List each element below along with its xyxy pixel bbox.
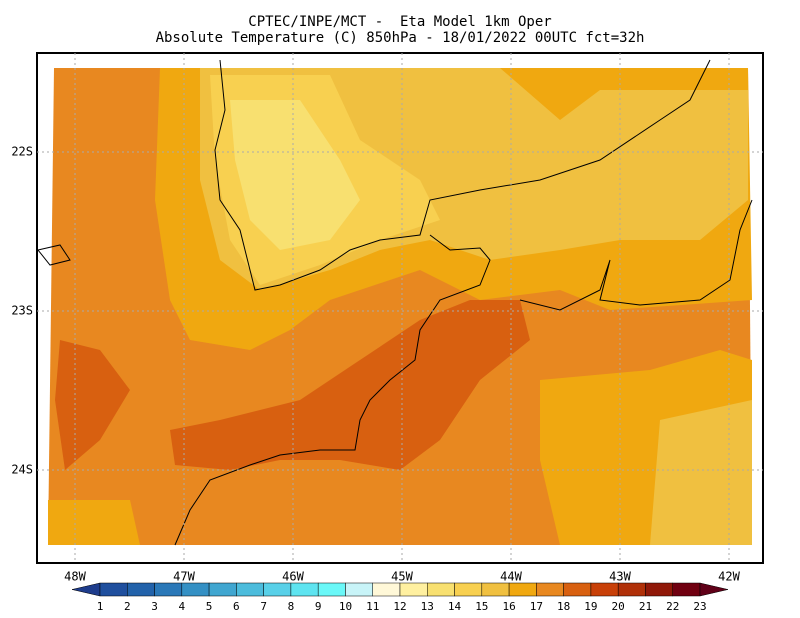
colorbar-label: 21 <box>639 600 652 613</box>
colorbar-label: 12 <box>393 600 406 613</box>
lat-label: 22S <box>11 145 33 159</box>
colorbar-label: 22 <box>666 600 679 613</box>
colorbar-label: 6 <box>233 600 240 613</box>
colorbar-box <box>99 582 128 597</box>
coastline <box>37 59 753 546</box>
colorbar-label: 13 <box>421 600 434 613</box>
colorbar-box <box>317 582 346 597</box>
colorbar-box <box>481 582 510 597</box>
colorbar-box <box>345 582 373 597</box>
colorbar: 1 2 3 4 5 6 7 8 9 10 11 12 13 14 15 16 17 18 19 20 21 22 23 <box>71 582 729 613</box>
colorbar-box <box>590 582 619 597</box>
colorbar-box <box>645 582 673 597</box>
colorbar-label: 1 <box>97 600 104 613</box>
graticule: 22S 23S 24S 48W 47W 46W 45W 44W 43W 42W <box>11 53 763 584</box>
colorbar-label: 20 <box>612 600 625 613</box>
colorbar-box <box>536 582 564 597</box>
colorbar-box <box>263 582 292 597</box>
colorbar-arrow <box>699 582 729 597</box>
colorbar-label: 11 <box>366 600 379 613</box>
lon-label: 45W <box>391 570 413 584</box>
title-line: CPTEC/INPE/MCT - Eta Model 1km Oper <box>248 14 551 30</box>
lon-label: 42W <box>718 570 740 584</box>
colorbar-box <box>290 582 319 597</box>
lon-label: 43W <box>609 570 631 584</box>
colorbar-label: 19 <box>584 600 597 613</box>
colorbar-box <box>563 582 592 597</box>
colorbar-box <box>127 582 155 597</box>
colorbar-box <box>508 582 537 597</box>
colorbar-box <box>208 582 237 597</box>
colorbar-label: 2 <box>124 600 131 613</box>
colorbar-box <box>181 582 210 597</box>
colorbar-label: 18 <box>557 600 570 613</box>
colorbar-arrow <box>71 582 101 597</box>
colorbar-label: 17 <box>530 600 543 613</box>
temperature-field <box>48 68 752 545</box>
colorbar-label: 9 <box>315 600 322 613</box>
colorbar-label: 23 <box>693 600 706 613</box>
colorbar-label: 15 <box>475 600 488 613</box>
colorbar-box <box>427 582 455 597</box>
colorbar-box <box>236 582 264 597</box>
colorbar-box <box>672 582 701 597</box>
colorbar-label: 7 <box>260 600 267 613</box>
lon-label: 46W <box>282 570 304 584</box>
lat-label: 23S <box>11 304 33 318</box>
colorbar-label: 16 <box>502 600 515 613</box>
colorbar-label: 10 <box>339 600 352 613</box>
lat-label: 24S <box>11 463 33 477</box>
colorbar-box <box>399 582 428 597</box>
colorbar-label: 3 <box>151 600 158 613</box>
colorbar-box <box>154 582 183 597</box>
colorbar-label: 8 <box>288 600 295 613</box>
colorbar-label: 5 <box>206 600 213 613</box>
colorbar-box <box>372 582 401 597</box>
lon-label: 44W <box>500 570 522 584</box>
colorbar-box <box>617 582 646 597</box>
lon-label: 47W <box>173 570 195 584</box>
lon-label: 48W <box>64 570 86 584</box>
colorbar-box <box>454 582 483 597</box>
colorbar-label: 14 <box>448 600 462 613</box>
colorbar-label: 4 <box>179 600 186 613</box>
title-line: Absolute Temperature (C) 850hPa - 18/01/… <box>156 30 645 46</box>
